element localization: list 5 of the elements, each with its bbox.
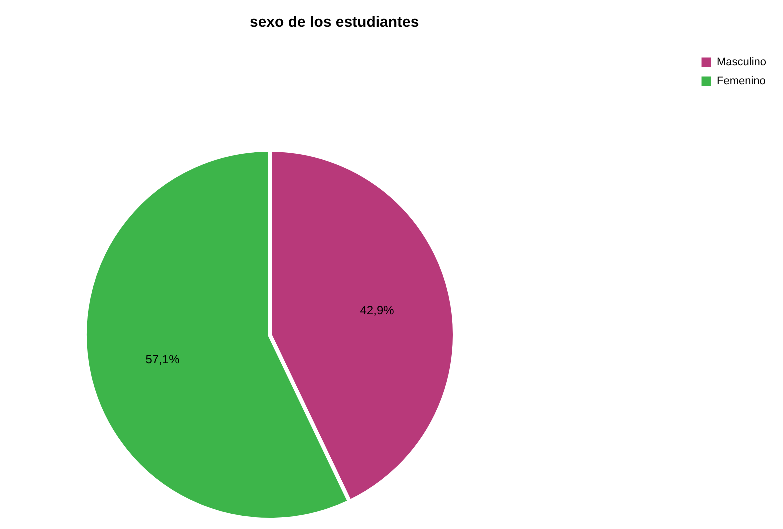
data-label: 57,1%: [146, 352, 180, 366]
legend-label: Masculino: [717, 56, 767, 68]
data-label: 42,9%: [360, 304, 395, 318]
chart-title: sexo de los estudiantes: [250, 14, 420, 31]
legend-label: Femenino: [717, 76, 766, 88]
